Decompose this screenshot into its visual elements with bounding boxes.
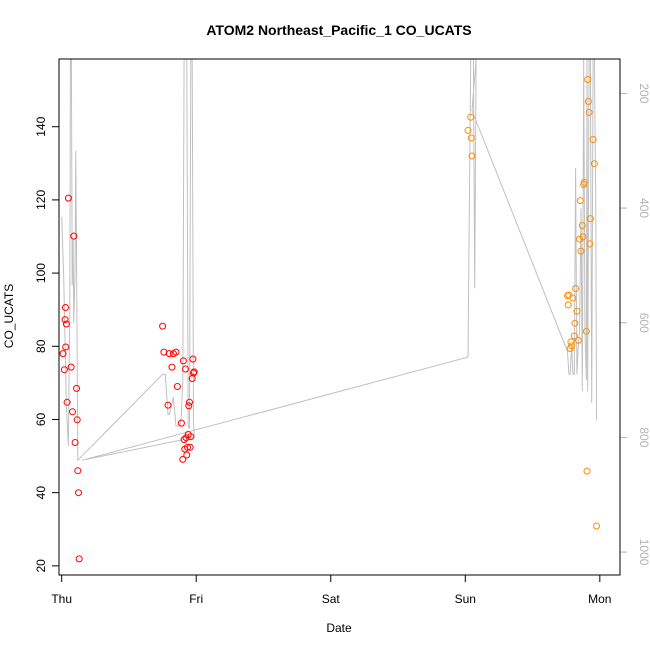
right-tick-label: 800 bbox=[637, 427, 650, 447]
pressure-trace bbox=[61, 58, 597, 462]
data-point bbox=[179, 455, 187, 463]
x-axis-label: Date bbox=[326, 621, 352, 635]
data-point bbox=[187, 433, 195, 441]
data-point bbox=[165, 350, 173, 358]
data-point bbox=[584, 76, 592, 83]
data-point bbox=[189, 355, 197, 363]
data-point bbox=[73, 384, 80, 392]
y-tick-label: 20 bbox=[34, 559, 48, 573]
right-tick-label: 600 bbox=[637, 313, 650, 333]
data-point bbox=[64, 194, 72, 202]
plot-frame bbox=[58, 58, 621, 576]
data-point bbox=[184, 443, 191, 451]
data-point bbox=[580, 178, 588, 186]
data-point bbox=[586, 240, 594, 248]
data-point bbox=[467, 134, 475, 142]
x-tick-label: Sun bbox=[455, 592, 476, 606]
data-point bbox=[574, 336, 582, 344]
data-point bbox=[576, 197, 584, 205]
data-point bbox=[172, 348, 180, 356]
y-tick-label: 100 bbox=[34, 263, 48, 283]
data-point bbox=[173, 383, 181, 390]
data-point bbox=[60, 366, 68, 374]
y-tick-label: 140 bbox=[34, 116, 48, 136]
data-point bbox=[582, 327, 590, 335]
data-point bbox=[177, 419, 185, 427]
data-point bbox=[62, 304, 69, 311]
data-point bbox=[583, 467, 591, 475]
data-point bbox=[63, 398, 71, 406]
data-point bbox=[590, 160, 598, 168]
data-point bbox=[62, 343, 70, 351]
y-axis-label: CO_UCATS bbox=[2, 284, 16, 348]
data-point bbox=[190, 369, 197, 377]
data-point bbox=[168, 363, 176, 371]
data-point bbox=[159, 322, 167, 330]
data-point bbox=[468, 152, 476, 160]
data-point bbox=[71, 439, 79, 446]
data-point bbox=[75, 555, 83, 563]
data-point bbox=[569, 294, 577, 302]
data-point bbox=[585, 108, 593, 116]
data-point bbox=[564, 301, 572, 309]
x-tick-label: Fri bbox=[189, 592, 203, 606]
data-point bbox=[70, 232, 78, 240]
x-tick-label: Sat bbox=[322, 592, 341, 606]
data-point bbox=[75, 489, 82, 497]
data-point bbox=[586, 215, 594, 223]
data-point bbox=[182, 365, 189, 373]
data-points bbox=[59, 76, 600, 563]
data-point bbox=[61, 316, 69, 324]
data-point bbox=[589, 136, 597, 143]
data-point bbox=[572, 285, 580, 292]
x-tick-label: Mon bbox=[588, 592, 611, 606]
data-point bbox=[568, 342, 576, 350]
data-point bbox=[180, 436, 188, 444]
x-tick-label: Thu bbox=[51, 592, 72, 606]
data-point bbox=[73, 416, 81, 424]
data-point bbox=[593, 522, 600, 530]
right-tick-label: 1000 bbox=[637, 539, 650, 566]
right-tick-label: 400 bbox=[637, 198, 650, 218]
y-tick-label: 80 bbox=[34, 339, 48, 353]
data-point bbox=[74, 467, 82, 475]
data-point bbox=[69, 408, 76, 416]
pressure-line bbox=[61, 58, 597, 462]
right-tick-label: 200 bbox=[637, 83, 650, 103]
data-point bbox=[578, 222, 586, 229]
data-point bbox=[567, 338, 575, 346]
data-point bbox=[570, 332, 578, 340]
y-tick-label: 120 bbox=[34, 190, 48, 210]
data-point bbox=[179, 357, 187, 365]
data-point bbox=[186, 398, 193, 406]
data-point bbox=[573, 307, 581, 315]
data-point bbox=[59, 350, 67, 358]
data-point bbox=[62, 320, 70, 328]
data-point bbox=[190, 368, 198, 376]
data-point bbox=[571, 319, 579, 327]
data-point bbox=[185, 402, 193, 410]
data-point bbox=[464, 126, 472, 134]
data-point bbox=[164, 401, 172, 409]
data-point bbox=[584, 98, 592, 105]
chart-title: ATOM2 Northeast_Pacific_1 CO_UCATS bbox=[206, 22, 471, 38]
axes: Thu Fri Sat Sun Mon 20 40 60 80 100 120 140 200 400 60… bbox=[34, 83, 650, 606]
y-tick-label: 40 bbox=[34, 486, 48, 500]
data-point bbox=[183, 451, 191, 459]
data-point bbox=[67, 363, 75, 371]
data-point bbox=[579, 233, 587, 241]
y-tick-label: 60 bbox=[34, 412, 48, 426]
data-point bbox=[186, 443, 194, 451]
data-point bbox=[467, 113, 475, 121]
data-point bbox=[577, 247, 585, 255]
